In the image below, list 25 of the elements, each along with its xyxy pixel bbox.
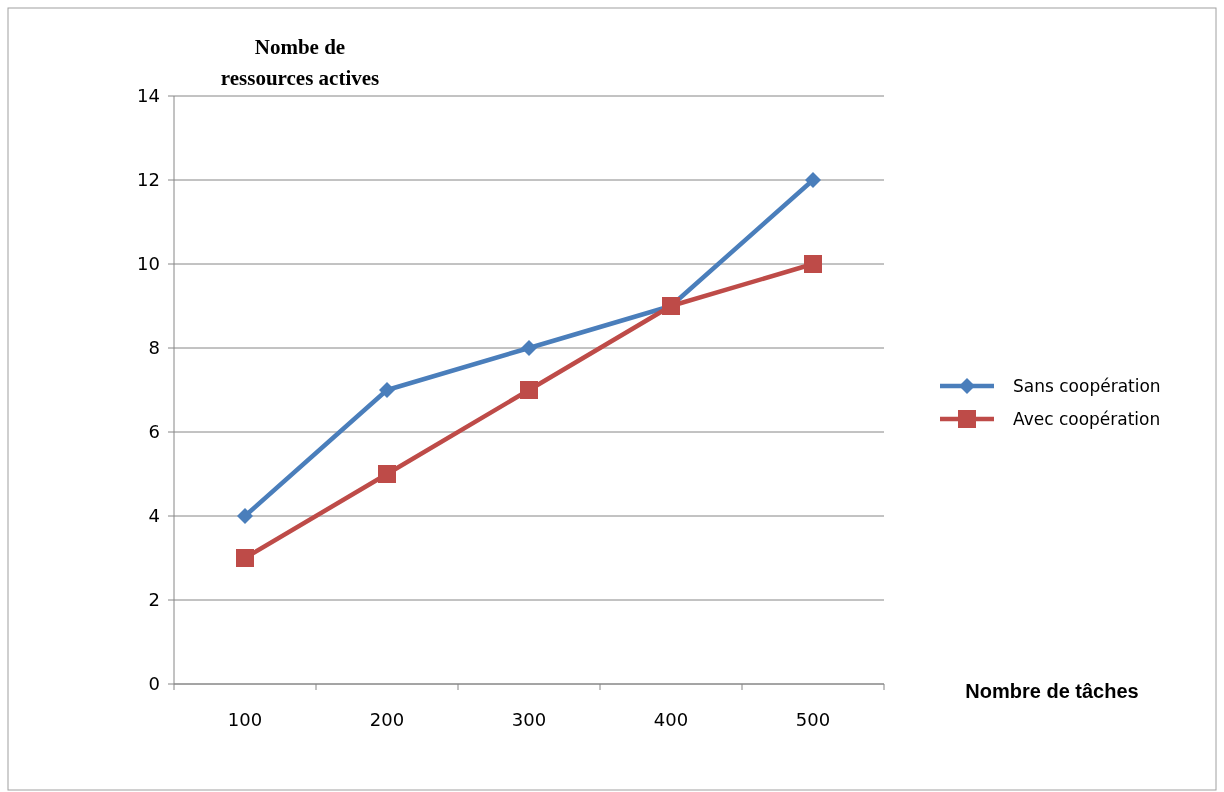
y-tick-label: 0 <box>148 673 160 695</box>
y-tick-label: 14 <box>137 85 160 107</box>
point <box>521 340 537 356</box>
y-tick-label: 10 <box>137 253 160 275</box>
x-tick-label: 300 <box>511 709 547 730</box>
legend-label: Avec coopération <box>1013 408 1161 429</box>
y-axis-title: Nombe de ressources actives <box>220 35 380 90</box>
x-tick-label: 500 <box>795 709 831 730</box>
point <box>804 255 822 273</box>
y-tick-label: 2 <box>148 589 160 611</box>
x-axis-title: Nombre de tâches <box>965 680 1139 702</box>
x-tick-label: 400 <box>653 709 689 730</box>
point <box>378 465 396 483</box>
y-tick-label: 8 <box>148 337 160 359</box>
y-tick-label: 12 <box>137 169 160 191</box>
legend-label: Sans coopération <box>1013 375 1161 396</box>
point <box>520 381 538 399</box>
point <box>805 172 821 188</box>
point <box>237 508 253 524</box>
y-tick-label: 6 <box>148 421 160 443</box>
y-tick-label: 4 <box>148 505 160 527</box>
x-tick-label: 200 <box>369 709 405 730</box>
x-tick-label: 100 <box>227 709 263 730</box>
point <box>236 549 254 567</box>
point <box>379 382 395 398</box>
